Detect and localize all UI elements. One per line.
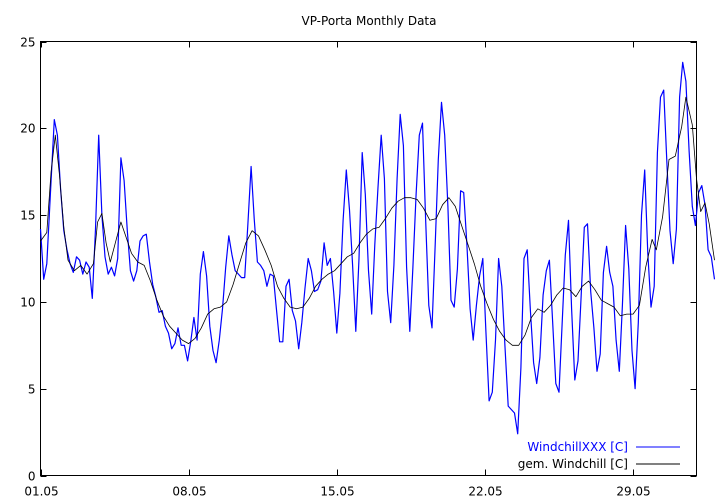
y-tick-label: 5: [28, 383, 36, 397]
y-tick-label: 15: [20, 209, 35, 223]
series-line-avg-windchill: [40, 96, 715, 346]
x-tick-label: 15.05: [320, 485, 354, 499]
legend-label: WindchillXXX [C]: [527, 440, 628, 454]
y-tick-label: 10: [20, 296, 35, 310]
series-layer: [39, 61, 716, 435]
x-tick-label: 01.05: [24, 485, 58, 499]
y-tick-label: 25: [20, 36, 35, 50]
y-tick-label: 20: [20, 122, 35, 136]
x-tick-label: 29.05: [616, 485, 650, 499]
legend: WindchillXXX [C] gem. Windchill [C]: [518, 440, 680, 471]
chart-title: VP-Porta Monthly Data: [302, 14, 437, 28]
series-line-windchill: [39, 61, 716, 435]
y-tick-label: 0: [28, 470, 36, 484]
x-axis: 01.05 08.05 15.05 22.05 29.05: [24, 41, 651, 499]
legend-label: gem. Windchill [C]: [518, 457, 628, 471]
x-tick-label: 22.05: [468, 485, 502, 499]
x-tick-label: 08.05: [172, 485, 206, 499]
plot-frame: [40, 41, 697, 476]
